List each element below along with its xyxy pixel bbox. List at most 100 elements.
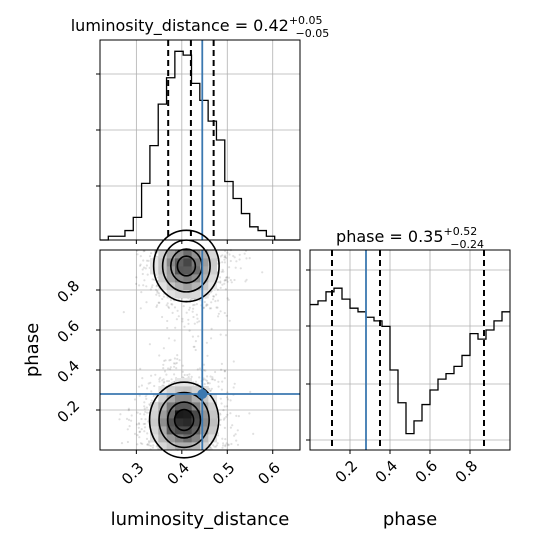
joint-density-cell [208, 434, 218, 443]
joint-sample-point [219, 418, 222, 421]
joint-sample-point [175, 367, 178, 370]
joint-density-cell [200, 266, 209, 275]
joint-sample-point [167, 380, 171, 383]
joint-sample-point [206, 354, 209, 357]
joint-sample-point [186, 373, 189, 377]
joint-sample-point [194, 340, 197, 343]
joint-sample-point [149, 444, 152, 447]
joint-xtick-label-1: 0.4 [163, 459, 193, 489]
joint-density-cell [158, 274, 168, 283]
joint-sample-point [150, 390, 153, 393]
joint-sample-point [206, 375, 209, 378]
joint-density-cell [200, 290, 209, 299]
joint-density-cell [158, 282, 168, 291]
joint-sample-point [138, 394, 141, 397]
joint-sample-point [195, 303, 198, 306]
joint-sample-point [150, 286, 153, 289]
joint-sample-point [148, 343, 151, 346]
joint-sample-point [227, 444, 230, 447]
joint-density-cell [175, 426, 184, 435]
joint-sample-point [235, 414, 238, 417]
joint-sample-point [181, 376, 184, 379]
joint-sample-point [139, 263, 142, 266]
joint-sample-point [150, 252, 153, 255]
joint-sample-point [243, 252, 246, 255]
joint-density-cell [166, 274, 176, 283]
lumdist-title-minus: −0.05 [296, 27, 330, 40]
joint-sample-point [215, 306, 218, 309]
joint-sample-point [194, 348, 197, 352]
joint-sample-point [224, 445, 227, 448]
joint-sample-point [173, 373, 176, 376]
joint-sample-point [157, 292, 161, 295]
joint-sample-point [211, 378, 215, 381]
joint-sample-point [219, 280, 222, 283]
joint-sample-point [226, 251, 229, 254]
joint-sample-point [187, 318, 190, 321]
joint-sample-point [214, 445, 217, 448]
joint-sample-point [232, 254, 235, 258]
joint-sample-point [220, 362, 223, 365]
joint-sample-point [169, 366, 172, 369]
joint-sample-point [224, 254, 227, 257]
joint-sample-point [144, 395, 147, 398]
joint-sample-point [229, 426, 232, 429]
joint-sample-point [188, 306, 191, 309]
joint-sample-point [127, 418, 131, 421]
joint-sample-point [210, 301, 213, 304]
joint-sample-point [136, 253, 139, 256]
joint-sample-point [176, 357, 179, 361]
joint-sample-point [227, 298, 230, 301]
joint-sample-point [234, 266, 237, 269]
joint-sample-point [144, 422, 147, 425]
joint-sample-point [209, 389, 212, 392]
joint-sample-point [187, 376, 190, 379]
joint-sample-point [138, 284, 141, 287]
joint-sample-point [122, 311, 125, 314]
joint-sample-point [119, 413, 122, 416]
joint-sample-point [139, 307, 142, 310]
joint-sample-point [178, 359, 181, 362]
joint-sample-point [152, 444, 155, 447]
joint-sample-point [138, 264, 142, 267]
joint-ytick-label-2: 0.6 [54, 317, 84, 347]
joint-density-cell [150, 410, 159, 419]
joint-sample-point [214, 300, 217, 303]
joint-density-cell [191, 402, 201, 411]
joint-sample-point [125, 417, 129, 420]
phase-xtick-label-0: 0.2 [332, 457, 362, 487]
joint-sample-point [236, 429, 239, 432]
joint-sample-point [220, 388, 223, 391]
joint-sample-point [142, 259, 145, 262]
joint-sample-point [182, 305, 185, 308]
joint-density-cell [158, 434, 168, 443]
joint-sample-point [136, 411, 139, 414]
joint-density-cell [208, 274, 218, 283]
joint-sample-point [161, 315, 164, 319]
joint-sample-point [155, 255, 158, 258]
joint-density-cell [191, 394, 201, 403]
joint-density-cell [191, 434, 201, 443]
joint-density-cell [166, 418, 176, 427]
joint-sample-point [224, 255, 227, 259]
joint-sample-point [219, 310, 222, 313]
joint-density-cell [175, 434, 184, 443]
joint-density-cell [175, 290, 184, 299]
joint-sample-point [166, 380, 169, 383]
joint-sample-point [137, 426, 140, 429]
joint-density-cell [166, 394, 176, 403]
joint-sample-point [210, 387, 213, 390]
joint-xtick-label-3: 0.6 [254, 459, 284, 489]
joint-sample-point [172, 380, 175, 384]
joint-sample-point [148, 444, 151, 447]
joint-sample-point [135, 282, 138, 285]
joint-sample-point [147, 259, 150, 262]
joint-sample-point [223, 279, 226, 282]
joint-sample-point [217, 281, 220, 284]
joint-sample-point [196, 368, 199, 371]
joint-sample-point [136, 443, 139, 446]
joint-sample-point [169, 368, 172, 371]
joint-density-cell [183, 418, 193, 427]
joint-density-cell [191, 442, 201, 451]
joint-density-cell [183, 266, 193, 275]
